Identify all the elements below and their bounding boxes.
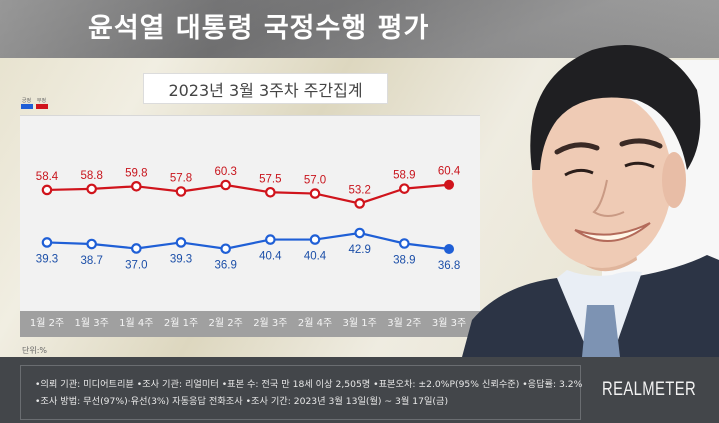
x-axis-label: 1월 3주 — [74, 318, 109, 329]
legend-item-positive: 긍정 — [20, 98, 33, 109]
x-axis-label: 2월 4주 — [297, 318, 333, 329]
header-band — [0, 0, 719, 58]
legend-swatch-negative — [35, 104, 48, 109]
footer: •의뢰 기관: 미디어트리뷴 •조사 기관: 리얼미터 •표본 수: 전국 만 … — [0, 357, 719, 423]
x-axis-label: 2월 3주 — [253, 318, 288, 329]
x-axis-label: 3월 3주 — [431, 318, 467, 329]
legend-label-negative: 부정 — [36, 98, 47, 104]
page-title: 윤석열 대통령 국정수행 평가 — [88, 13, 430, 44]
survey-info-line-2: •조사 방법: 무선(97%)·유선(3%) 자동응답 전화조사 •조사 기간:… — [35, 396, 449, 407]
subtitle-text: 2023년 3월 3주차 주간집계 — [168, 80, 363, 100]
realmeter-logo: REALMETER — [602, 379, 697, 400]
x-axis-label: 1월 2주 — [29, 318, 65, 329]
legend-label-positive: 긍정 — [21, 98, 32, 104]
x-axis-label: 2월 2주 — [208, 318, 243, 329]
survey-info-box: •의뢰 기관: 미디어트리뷴 •조사 기관: 리얼미터 •표본 수: 전국 만 … — [20, 365, 583, 420]
portrait-photo — [462, 20, 719, 357]
unit-label: 단위:% — [22, 346, 48, 355]
survey-info-line-1: •의뢰 기관: 미디어트리뷴 •조사 기관: 리얼미터 •표본 수: 전국 만 … — [35, 379, 583, 390]
chart-legend: 긍정 부정 — [20, 98, 48, 109]
x-axis-label: 1월 4주 — [119, 318, 154, 329]
subtitle-box: 2023년 3월 3주차 주간집계 — [143, 73, 388, 104]
legend-item-negative: 부정 — [35, 98, 48, 109]
chart-plot-area — [20, 115, 480, 311]
legend-swatch-positive — [20, 104, 33, 109]
x-axis-label: 3월 1주 — [342, 318, 377, 329]
x-axis-label: 2월 1주 — [163, 318, 199, 329]
x-axis-label: 3월 2주 — [387, 318, 422, 329]
x-axis-bar: 1월 2주 1월 3주 1월 4주 2월 1주 2월 2주 2월 3주 2월 4주 3월 1주… — [20, 311, 480, 337]
